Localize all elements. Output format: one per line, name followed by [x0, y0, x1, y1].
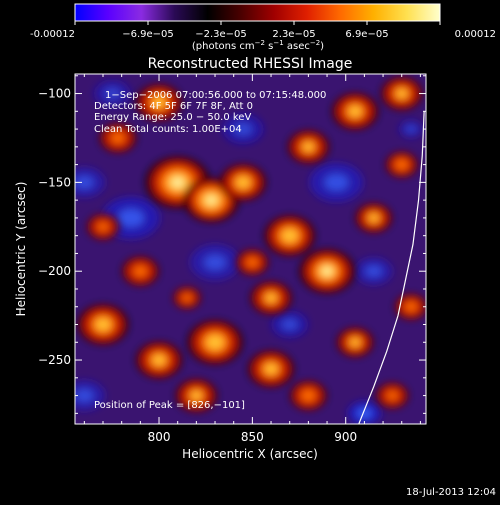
cold-blob-core	[324, 173, 349, 191]
hot-blob-core	[281, 229, 298, 243]
hot-blob-peak	[206, 196, 217, 205]
colorbar-tick-label: 2.3e−05	[272, 29, 315, 40]
colorbar-strip	[74, 3, 441, 22]
hot-blob-core	[265, 293, 277, 303]
solar-limb-curve	[358, 111, 425, 424]
hot-blob-core	[348, 105, 362, 117]
cold-blob-core	[233, 122, 253, 136]
y-tick-label: −250	[38, 353, 71, 367]
x-axis-ticks: 800 850 900	[83, 74, 421, 444]
hot-blob-core	[303, 142, 314, 152]
colorbar: -0.00012 −6.9e−05 −2.3e−05 2.3e−05 6.9e−05 0.…	[30, 3, 496, 52]
hot-blob-mid	[111, 132, 125, 144]
hot-blob-core	[236, 176, 250, 189]
colorbar-tick-label: 0.00012	[455, 29, 496, 40]
annotation-clean: Clean Total counts: 1.00E+04	[94, 124, 242, 135]
cold-blob-core	[75, 389, 94, 403]
cold-blob-core	[365, 265, 383, 278]
annotation-peak-position: Position of Peak = [826,−101]	[94, 400, 245, 411]
hot-blob-mid	[133, 265, 147, 277]
hot-blob-core	[206, 335, 224, 350]
x-axis-label: Heliocentric X (arcsec)	[182, 447, 318, 461]
hot-blob-mid	[97, 222, 109, 232]
annotation-energy: Energy Range: 25.0 − 50.0 keV	[94, 112, 251, 123]
y-axis-ticks: −100 −150 −200 −250	[38, 75, 426, 414]
y-tick-label: −100	[38, 87, 71, 101]
cold-blob-core	[203, 254, 227, 271]
cold-blob-core	[356, 408, 372, 419]
x-tick-label: 900	[334, 430, 357, 444]
hot-blob-peak	[322, 267, 332, 276]
x-tick-label: 800	[148, 430, 171, 444]
hot-blob-core	[152, 354, 166, 366]
hot-blob-mid	[387, 391, 398, 400]
hot-blob-mid	[405, 302, 417, 312]
cold-blob-core	[281, 318, 299, 331]
y-tick-label: −150	[38, 175, 71, 189]
annotation-time: 1−Sep−2006 07:00:56.000 to 07:15:48.000	[105, 90, 326, 101]
hot-blob-core	[350, 338, 360, 347]
annotation-detectors: Detectors: 4F 5F 6F 7F 8F, Att 0	[94, 101, 253, 112]
colorbar-tick-label: 6.9e−05	[345, 29, 388, 40]
hot-blob-core	[95, 318, 111, 331]
cold-blob-core	[103, 87, 121, 100]
colorbar-tick-label: −6.9e−05	[122, 29, 174, 40]
plot-frame	[74, 73, 427, 425]
hot-regions	[77, 76, 426, 413]
hot-blob-core	[369, 213, 379, 222]
hot-blob-core	[191, 391, 202, 401]
hot-blob-core	[152, 97, 166, 108]
cold-blob-core	[405, 125, 417, 133]
hot-blob-mid	[246, 257, 259, 268]
colorbar-ticks: -0.00012 −6.9e−05 −2.3e−05 2.3e−05 6.9e−05 0.…	[30, 21, 496, 40]
colorbar-unit-label: (photons cm−2 s−1 asec−2)	[192, 39, 324, 52]
colorbar-tick-label: −2.3e−05	[195, 29, 247, 40]
hot-blob-mid	[395, 159, 408, 170]
footer-timestamp: 18-Jul-2013 12:04	[406, 487, 496, 498]
cold-regions	[75, 80, 424, 424]
cold-blob-core	[117, 208, 145, 228]
hot-blob-core	[396, 89, 408, 99]
hot-blob-mid	[301, 389, 316, 402]
hot-blob-core	[264, 363, 278, 375]
chart-title: Reconstructed RHESSI Image	[148, 56, 353, 72]
x-tick-label: 850	[241, 430, 264, 444]
colorbar-tick-label: -0.00012	[30, 29, 75, 40]
cold-blob-core	[75, 175, 94, 189]
plot-area	[75, 74, 426, 424]
y-tick-label: −200	[38, 264, 71, 278]
hot-blob-mid	[182, 294, 192, 302]
hot-blob-peak	[171, 177, 184, 188]
annotations: 1−Sep−2006 07:00:56.000 to 07:15:48.000 …	[94, 90, 326, 411]
y-axis-label: Heliocentric Y (arcsec)	[14, 182, 28, 317]
